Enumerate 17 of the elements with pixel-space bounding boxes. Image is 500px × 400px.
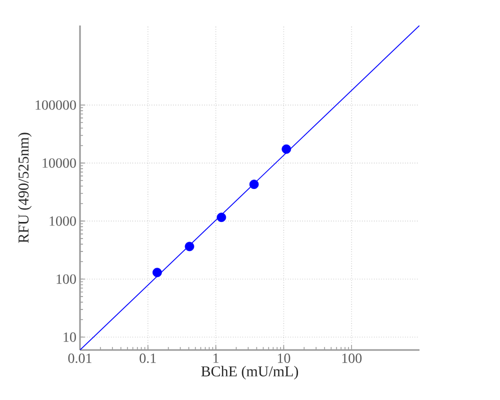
point xyxy=(249,180,259,190)
y-tick-label: 10000 xyxy=(42,158,76,168)
x-tick-label: 100 xyxy=(342,354,362,363)
y-axis-title: RFU (490/525nm) xyxy=(18,132,32,243)
point xyxy=(184,242,194,252)
point xyxy=(152,268,162,278)
x-axis-title: BChE (mU/mL) xyxy=(201,366,298,380)
x-tick-label: 1 xyxy=(214,354,218,363)
y-tick-label: 100000 xyxy=(36,100,76,110)
x-tick-label: 0.01 xyxy=(68,354,92,364)
point xyxy=(282,144,292,154)
y-tick-label: 10 xyxy=(64,332,76,342)
y-tick-label: 1000 xyxy=(50,216,76,226)
y-tick-label: 100 xyxy=(56,274,76,284)
x-tick-label: 10 xyxy=(278,354,290,363)
x-tick-label: 0.1 xyxy=(140,354,156,364)
point xyxy=(216,212,226,222)
